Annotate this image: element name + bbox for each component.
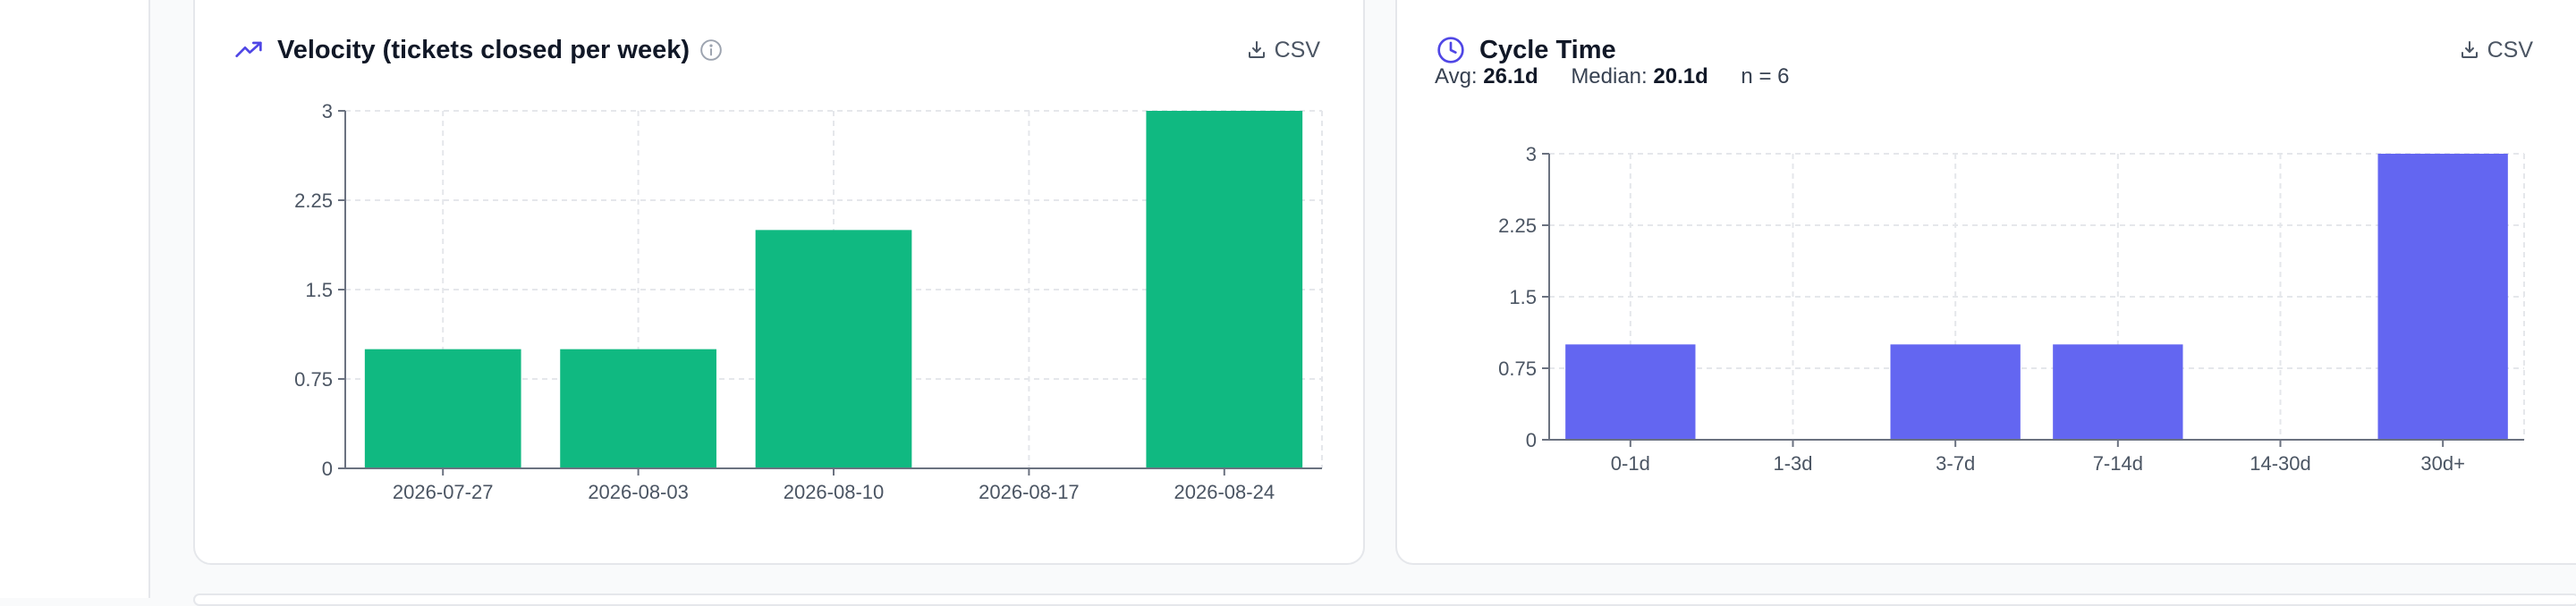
avg-value: 26.1d <box>1483 64 1538 88</box>
velocity-bar <box>560 349 716 468</box>
left-sidebar-rail <box>0 0 150 598</box>
cycle-bar <box>1565 344 1696 440</box>
info-icon[interactable] <box>699 38 724 63</box>
cycle-xtick-label: 14-30d <box>2250 452 2311 475</box>
velocity-csv-label: CSV <box>1274 37 1320 63</box>
velocity-csv-button[interactable]: CSV <box>1246 34 1320 66</box>
velocity-bar-chart: 0 0.75 1.5 2.25 3 2026-07-27 2026-08-03 2026-08… <box>294 100 1323 503</box>
n-stat: n = 6 <box>1741 64 1790 88</box>
cycle-bar <box>1890 344 2021 440</box>
cycle-time-card: Cycle Time CSV Avg: 26.1d Median: 20.1d … <box>1395 0 2576 565</box>
download-icon <box>2461 41 2478 58</box>
velocity-xtick-label: 2026-08-24 <box>1174 481 1275 503</box>
cycle-csv-button[interactable]: CSV <box>2459 34 2533 66</box>
cycle-xtick-label: 30d+ <box>2420 452 2465 475</box>
cycle-bar <box>2377 154 2508 440</box>
velocity-xtick-label: 2026-07-27 <box>393 481 494 503</box>
velocity-xtick-label: 2026-08-17 <box>979 481 1080 503</box>
next-card-edge <box>193 593 2576 606</box>
cycle-xtick-label: 7-14d <box>2093 452 2143 475</box>
velocity-bar <box>364 349 521 468</box>
velocity-ytick-label: 1.5 <box>305 279 333 301</box>
trending-up-icon <box>233 34 265 66</box>
cycle-ytick-label: 0.75 <box>1498 358 1537 380</box>
cycle-xtick-label: 0-1d <box>1611 452 1650 475</box>
velocity-ytick-label: 3 <box>322 100 333 122</box>
cycle-ytick-label: 2.25 <box>1498 215 1537 237</box>
velocity-ytick-label: 2.25 <box>294 189 333 212</box>
clock-icon <box>1435 34 1467 66</box>
velocity-ytick-label: 0 <box>322 458 333 480</box>
velocity-bar <box>755 230 912 468</box>
median-value: 20.1d <box>1653 64 1708 88</box>
velocity-card-header: Velocity (tickets closed per week) CSV <box>233 34 1320 66</box>
cycle-stats-row: Avg: 26.1d Median: 20.1d n = 6 <box>1435 64 1816 89</box>
velocity-ytick-label: 0.75 <box>294 368 333 391</box>
cycle-ytick-label: 3 <box>1526 143 1537 165</box>
cycle-xtick-label: 3-7d <box>1936 452 1975 475</box>
cycle-card-title: Cycle Time <box>1479 35 1616 64</box>
avg-stat: Avg: 26.1d <box>1435 64 1538 88</box>
cycle-xtick-label: 1-3d <box>1773 452 1812 475</box>
median-stat: Median: 20.1d <box>1571 64 1708 88</box>
cycle-ytick-label: 1.5 <box>1509 286 1537 308</box>
cycle-ytick-label: 0 <box>1526 429 1537 451</box>
cycle-time-bar-chart: 0 0.75 1.5 2.25 3 0-1d 1-3d 3-7d 7-14d 14-30d 30d+ <box>1498 143 2525 475</box>
velocity-xtick-label: 2026-08-03 <box>588 481 689 503</box>
cycle-csv-label: CSV <box>2487 37 2533 63</box>
velocity-xtick-label: 2026-08-10 <box>784 481 885 503</box>
velocity-card: Velocity (tickets closed per week) CSV 0… <box>193 0 1365 565</box>
cycle-bar <box>2053 344 2183 440</box>
velocity-bar <box>1146 111 1303 468</box>
cycle-card-header: Cycle Time CSV <box>1435 34 2533 66</box>
download-icon <box>1248 41 1265 58</box>
velocity-card-title: Velocity (tickets closed per week) <box>277 35 690 64</box>
